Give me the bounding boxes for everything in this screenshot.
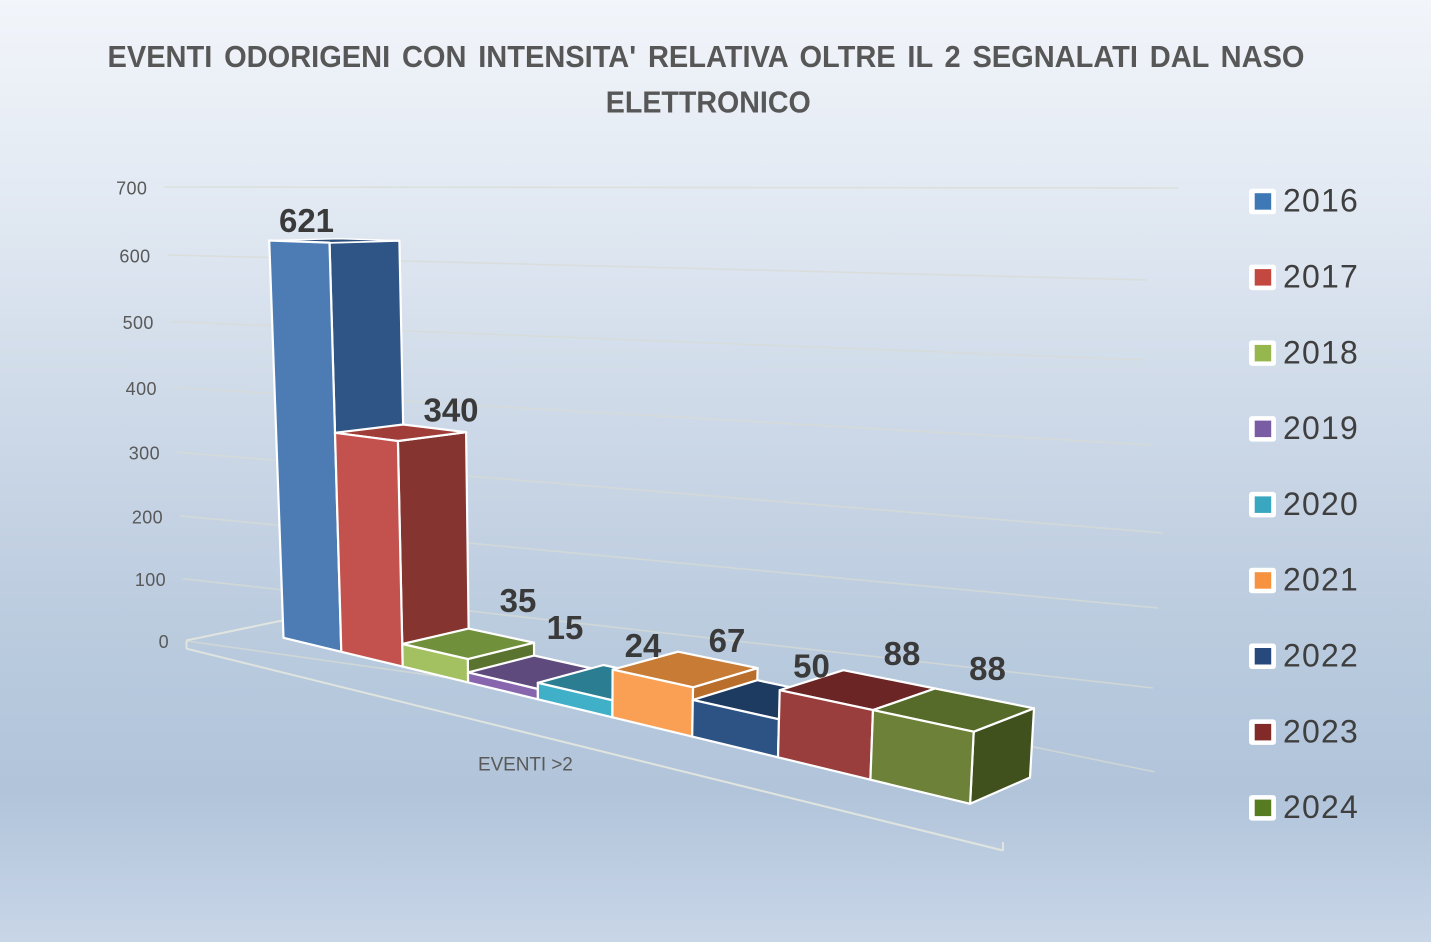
svg-text:400: 400 [126, 379, 157, 399]
svg-text:100: 100 [135, 570, 166, 590]
svg-text:340: 340 [423, 392, 478, 429]
svg-text:15: 15 [547, 609, 584, 646]
svg-text:ELETTRONICO: ELETTRONICO [606, 85, 811, 120]
svg-text:EVENTI ODORIGENI CON INTENSITA: EVENTI ODORIGENI CON INTENSITA' RELATIVA… [108, 39, 1305, 74]
svg-text:0: 0 [159, 632, 169, 652]
svg-text:200: 200 [132, 507, 163, 527]
svg-text:35: 35 [500, 582, 537, 619]
svg-text:88: 88 [969, 650, 1006, 687]
svg-text:2020: 2020 [1283, 486, 1359, 522]
svg-text:EVENTI >2: EVENTI >2 [478, 755, 573, 776]
svg-text:500: 500 [123, 313, 154, 333]
svg-text:300: 300 [129, 444, 160, 464]
svg-text:700: 700 [116, 179, 147, 199]
svg-text:2021: 2021 [1283, 562, 1359, 598]
svg-text:88: 88 [884, 635, 921, 672]
svg-text:621: 621 [279, 202, 334, 239]
svg-text:2018: 2018 [1283, 334, 1359, 370]
svg-text:600: 600 [119, 246, 150, 266]
svg-text:2024: 2024 [1283, 789, 1359, 825]
svg-text:2017: 2017 [1283, 259, 1359, 295]
svg-text:24: 24 [625, 627, 662, 664]
svg-text:2023: 2023 [1283, 713, 1359, 749]
svg-text:2016: 2016 [1283, 183, 1359, 219]
svg-text:2022: 2022 [1283, 638, 1359, 674]
svg-text:2019: 2019 [1283, 410, 1359, 446]
svg-text:50: 50 [793, 648, 830, 685]
svg-text:67: 67 [709, 622, 746, 659]
